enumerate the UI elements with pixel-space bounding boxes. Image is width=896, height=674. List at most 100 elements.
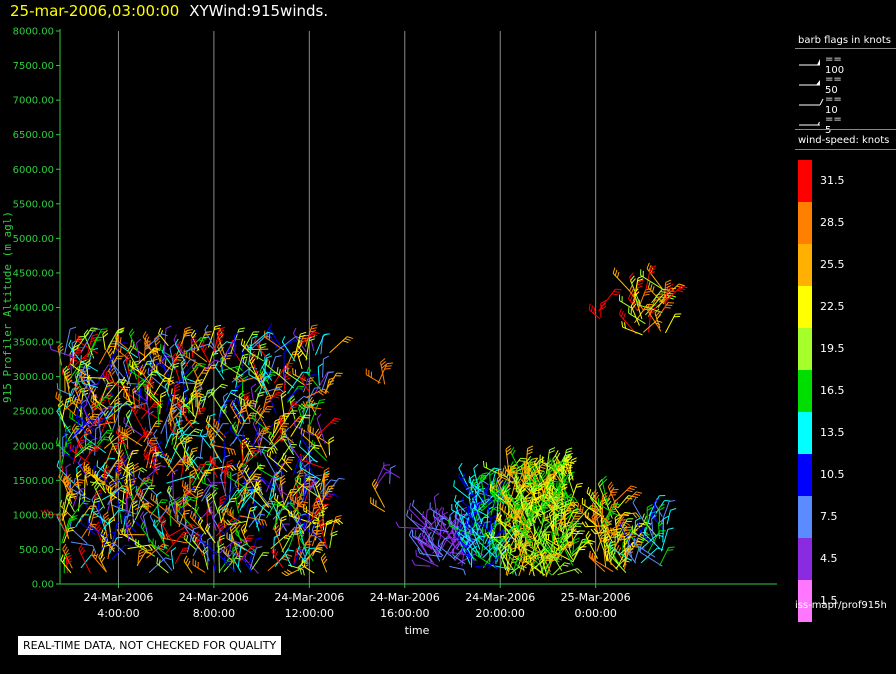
wind-barb [175,426,184,444]
wind-barb [214,423,229,438]
wind-barb [282,366,289,386]
wind-barb [417,547,443,558]
wind-barb [72,344,80,363]
wind-barb [467,529,482,558]
wind-barb [301,444,322,461]
wind-barb [568,457,577,482]
wind-barb [522,510,537,532]
x-tick-labels: 24-Mar-2006 4:00:00 24-Mar-2006 8:00:00 24-M… [83,591,630,620]
wind-barb [182,389,189,415]
wind-barb [227,470,249,490]
wind-barb [179,434,193,466]
wind-barb [302,456,309,484]
wind-barb [60,554,72,574]
wind-barb [329,530,338,549]
wind-barb [648,494,666,517]
wind-barb [371,478,386,508]
wind-barb [316,417,341,437]
wind-barb [496,474,508,504]
colorbar-segment [798,328,812,370]
wind-barb [415,549,439,567]
wind-barb [208,499,217,531]
wind-barb [374,472,392,488]
wind-barb [75,514,89,528]
wind-barb [258,486,273,510]
wind-barb [222,338,241,358]
wind-barb [545,532,564,550]
wind-barb [528,502,542,518]
wind-barb [139,511,148,530]
wind-barb [216,540,231,557]
wind-barb [421,511,442,537]
wind-barb [503,479,516,504]
wind-barb [190,505,204,523]
wind-barb [169,344,176,370]
wind-barb [62,433,69,457]
y-tick-label: 1500.00 [13,476,54,487]
wind-barb [596,534,609,552]
wind-barb [158,440,167,459]
wind-barb [218,540,240,555]
x-axis-title: time [405,624,430,637]
wind-barb [301,387,321,413]
wind-barb [489,538,496,563]
y-tick-label: 2000.00 [13,441,54,452]
wind-barb [213,333,225,351]
wind-barb [220,490,243,513]
wind-barb [541,500,548,519]
wind-barb [383,462,400,479]
wind-barb [281,564,309,577]
wind-barb [227,539,249,559]
wind-barb [149,355,174,372]
wind-barb [565,523,583,542]
wind-barb [142,464,166,483]
wind-barb [589,492,602,515]
wind-barb [310,439,327,462]
y-tick-label: 5000.00 [13,234,54,245]
wind-barb [417,535,435,564]
wind-barb [66,373,73,404]
wind-barb [600,299,607,318]
wind-barb [92,505,111,526]
wind-barb [204,523,216,544]
wind-barb [641,513,658,537]
wind-barb [163,452,176,475]
plot-datetime: 25-mar-2006,03:00:00 [10,2,180,20]
wind-barb [308,474,323,493]
wind-barb [289,395,296,420]
wind-barb [284,427,294,453]
wind-barb [71,500,91,518]
wind-barb [309,398,326,425]
wind-barb [465,480,489,490]
colorbar-label: 25.5 [820,258,845,271]
wind-barb [289,498,302,515]
colorbar-segment [798,538,812,580]
wind-barb [568,530,585,547]
wind-barb [640,269,665,291]
wind-barb [263,330,285,351]
wind-barb [280,390,287,422]
wind-barb [69,482,91,501]
wind-barb [185,447,198,472]
colorbar-segment [798,370,812,412]
wind-barb [239,515,268,527]
wind-barb [232,422,251,444]
wind-barb [115,333,128,350]
wind-barb [76,409,94,433]
wind-barb [497,512,515,541]
wind-barb [83,403,91,425]
wind-barb [91,548,107,573]
wind-barb [195,387,203,414]
colorbar-label: 28.5 [820,216,845,229]
wind-barb [483,480,497,495]
wind-barb [206,493,213,514]
wind-barb [72,439,85,465]
wind-barb [146,387,163,408]
wind-barb [617,518,634,538]
wind-barb [170,494,192,506]
wind-barb [281,336,296,362]
x-tick-label-time: 0:00:00 [574,607,616,620]
wind-barb [520,462,527,485]
wind-barb [557,568,583,576]
wind-barb [100,541,111,559]
